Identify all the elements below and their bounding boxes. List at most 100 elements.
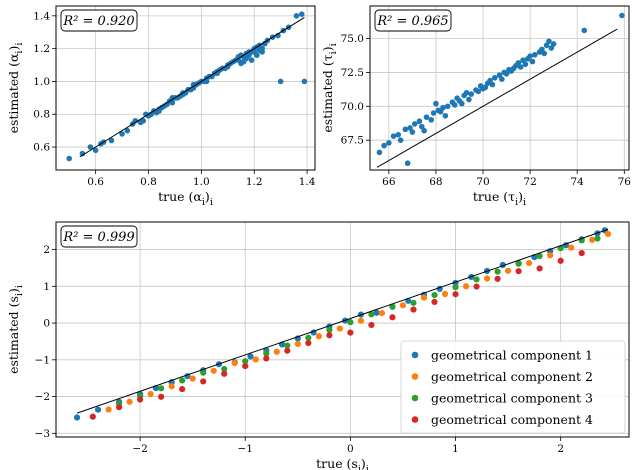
data-point — [87, 144, 94, 150]
data-point — [539, 46, 545, 53]
x-tick-label: 2 — [557, 443, 564, 455]
data-point — [410, 306, 417, 313]
data-point — [210, 367, 217, 374]
data-point — [494, 275, 501, 282]
data-point — [79, 150, 86, 157]
data-point — [143, 111, 149, 118]
x-axis-label-part: i — [366, 464, 369, 470]
r2-box — [374, 9, 452, 32]
data-point — [526, 259, 533, 267]
data-point — [203, 78, 210, 85]
data-point — [347, 319, 354, 326]
y-tick-label: 70.0 — [341, 101, 364, 113]
data-point — [169, 99, 176, 106]
y-tick-label: −1 — [35, 354, 50, 366]
x-axis-label: true (αi)i — [158, 189, 213, 208]
data-point — [466, 96, 472, 103]
data-point — [604, 230, 612, 238]
data-point — [473, 283, 480, 290]
data-point — [459, 100, 465, 107]
data-point — [284, 342, 291, 349]
y-axis-label-part: estimated (τ — [320, 54, 335, 132]
data-point — [529, 58, 536, 65]
y-tick-label: 67.5 — [341, 135, 364, 147]
legend-marker — [411, 351, 419, 359]
data-point — [548, 45, 555, 51]
y-tick-label: 1.2 — [33, 43, 50, 55]
data-point — [419, 123, 425, 130]
series-3 — [115, 235, 601, 408]
data-point — [428, 117, 435, 123]
identity-line — [376, 28, 618, 168]
data-point — [156, 108, 162, 114]
x-axis-label: true (si)i — [316, 456, 369, 470]
data-point — [147, 390, 154, 398]
data-point — [231, 359, 238, 367]
y-tick-label: 75.0 — [341, 33, 364, 45]
data-point — [463, 89, 470, 96]
data-point — [433, 100, 439, 107]
y-tick-label: 0.6 — [33, 142, 50, 154]
x-axis-label-part: ) — [361, 456, 366, 470]
data-point — [168, 383, 175, 390]
data-point — [347, 329, 354, 336]
data-point — [397, 137, 404, 143]
data-point — [441, 290, 449, 298]
x-tick-label: −1 — [238, 443, 253, 455]
x-tick-label: 1.4 — [299, 176, 316, 188]
x-axis-label-part: ) — [518, 189, 523, 204]
data-point — [416, 118, 423, 125]
data-point — [376, 149, 383, 156]
axes-frame — [369, 5, 630, 171]
data-point — [543, 42, 550, 49]
data-point — [248, 57, 255, 63]
data-point — [527, 53, 533, 59]
y-axis-label-part: ) — [6, 46, 21, 51]
identity-line — [76, 228, 609, 414]
legend-box — [400, 340, 626, 434]
data-point — [224, 63, 231, 70]
series-1 — [376, 12, 625, 167]
data-point — [517, 64, 524, 70]
data-points — [376, 12, 625, 167]
y-tick-label: 0.8 — [33, 109, 50, 121]
data-point — [390, 133, 397, 139]
data-point — [200, 369, 207, 376]
legend: geometrical component 1 geometrical compo… — [400, 340, 626, 434]
data-point — [180, 91, 186, 98]
x-tick-label: 0.8 — [140, 176, 157, 188]
data-point — [411, 121, 418, 127]
data-point — [520, 57, 526, 64]
data-point — [368, 311, 375, 318]
x-tick-label: 1.2 — [246, 176, 263, 188]
y-axis-label: estimated (τi)i — [320, 43, 339, 132]
data-point — [305, 339, 312, 347]
data-point — [468, 91, 475, 97]
x-tick-label: 76 — [618, 176, 632, 188]
data-point — [487, 77, 493, 84]
data-point — [442, 112, 449, 119]
data-point — [494, 268, 501, 275]
data-point — [496, 72, 503, 78]
data-point — [515, 60, 522, 66]
data-point — [277, 78, 284, 85]
data-point — [200, 378, 207, 385]
data-point — [557, 257, 564, 264]
data-point — [431, 298, 438, 305]
legend-label: geometrical component 1 — [431, 348, 593, 363]
y-axis-label-part: estimated (s — [6, 296, 21, 374]
data-point — [169, 95, 176, 101]
data-point — [431, 291, 438, 299]
data-point — [619, 12, 625, 19]
data-point — [547, 252, 554, 259]
y-axis-label-part: estimated (α — [6, 53, 21, 133]
x-axis-label-part: i — [515, 197, 518, 208]
data-point — [503, 70, 510, 77]
data-point — [381, 142, 387, 149]
data-point — [132, 118, 139, 124]
data-point — [190, 81, 197, 88]
y-axis-label-part: i — [328, 43, 339, 46]
data-point — [475, 88, 482, 95]
